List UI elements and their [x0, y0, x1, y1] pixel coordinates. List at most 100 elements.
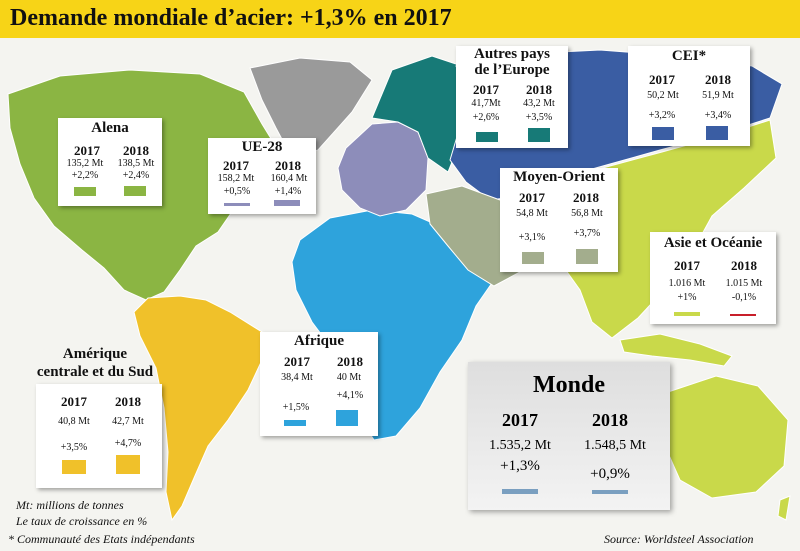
ue28-2017-value: 158,2 Mt [217, 173, 255, 184]
year-2017-label: 2017 [674, 258, 700, 273]
year-2017-label: 2017 [61, 394, 87, 409]
card-alena: Alena 2017 2018 135,2 Mt 138,5 Mt +2,2% … [58, 118, 162, 206]
monde-2017-value: 1.535,2 Mt [489, 438, 551, 453]
monde-2017-growth: +1,3% [500, 458, 540, 474]
year-2018-label: 2018 [337, 354, 363, 369]
afrique-2017-growth: +1,5% [282, 402, 310, 413]
region-title-amerique-sud-line2: centrale et du Sud [36, 364, 154, 380]
map-indonesia [619, 333, 733, 367]
card-monde: Monde 2017 2018 1.535,2 Mt 1.548,5 Mt +1… [468, 362, 670, 510]
afrique-2017-bar [284, 420, 306, 426]
year-2017-label: 2017 [74, 143, 100, 158]
year-2018-label: 2018 [731, 258, 757, 273]
monde-2018-bar [592, 490, 628, 494]
moyen-orient-2017-bar [522, 252, 544, 264]
alena-2017-value: 135,2 Mt [66, 158, 104, 169]
year-2017-label: 2017 [649, 72, 675, 87]
moyen-orient-2017-growth: +3,1% [518, 232, 546, 243]
cei-2018-growth: +3,4% [704, 110, 732, 121]
region-title-ue28: UE-28 [241, 139, 283, 155]
card-asie-oceanie: Asie et Océanie 2017 2018 1.016 Mt 1.015… [650, 232, 776, 324]
moyen-orient-2018-growth: +3,7% [573, 228, 601, 239]
card-cei: CEI* 2017 2018 50,2 Mt 51,9 Mt +3,2% +3,… [628, 46, 750, 146]
year-2018-label: 2018 [526, 82, 552, 97]
amerique-sud-2018-bar [116, 455, 140, 474]
ue28-2018-value: 160,4 Mt [270, 173, 308, 184]
year-2017-label: 2017 [519, 190, 545, 205]
afrique-2017-value: 38,4 Mt [281, 372, 313, 383]
source-credit: Source: Worldsteel Association [604, 532, 754, 546]
alena-2017-bar [74, 187, 96, 196]
moyen-orient-2018-bar [576, 249, 598, 264]
cei-2017-value: 50,2 Mt [647, 90, 679, 101]
title-bar: Demande mondiale d’acier: +1,3% en 2017 [0, 0, 800, 38]
region-title-afrique: Afrique [294, 333, 344, 349]
year-2017-label: 2017 [223, 158, 249, 173]
page-title: Demande mondiale d’acier: +1,3% en 2017 [10, 5, 452, 31]
card-afrique: Afrique 2017 2018 38,4 Mt 40 Mt +1,5% +4… [260, 332, 378, 436]
asie-oceanie-2018-value: 1.015 Mt [725, 278, 763, 289]
region-title-autres-europe-line2: de l’Europe [474, 62, 550, 78]
card-ue28: UE-28 2017 2018 158,2 Mt 160,4 Mt +0,5% … [208, 138, 316, 214]
afrique-2018-value: 40 Mt [336, 372, 362, 383]
year-2018-label: 2018 [123, 143, 149, 158]
moyen-orient-2018-value: 56,8 Mt [571, 208, 603, 219]
amerique-sud-2017-bar [62, 460, 86, 474]
cei-2018-value: 51,9 Mt [702, 90, 734, 101]
alena-2018-growth: +2,4% [122, 170, 150, 181]
footnote-units: Mt: millions de tonnes [16, 498, 124, 512]
alena-2018-bar [124, 186, 146, 196]
map-greenland [249, 57, 373, 159]
autres-europe-2018-value: 43,2 Mt [523, 98, 555, 109]
alena-2018-value: 138,5 Mt [117, 158, 155, 169]
footnote-cei: * Communauté des Etats indépendants [8, 532, 195, 546]
footnote-growth: Le taux de croissance en % [16, 514, 148, 528]
ue28-2018-growth: +1,4% [274, 186, 302, 197]
ue28-2017-growth: +0,5% [223, 186, 251, 197]
amerique-sud-2017-growth: +3,5% [60, 442, 88, 453]
region-title-asie-oceanie: Asie et Océanie [663, 235, 763, 251]
afrique-2018-bar [336, 410, 358, 426]
ue28-2017-bar [224, 203, 250, 206]
monde-2018-growth: +0,9% [590, 466, 630, 482]
map-region-amerique-sud [133, 295, 263, 522]
year-2018-label: 2018 [705, 72, 731, 87]
cei-2018-bar [706, 126, 728, 140]
autres-europe-2017-value: 41,7Mt [471, 98, 501, 109]
card-autres-europe: Autres pays de l’Europe 2017 2018 41,7Mt… [456, 46, 568, 148]
asie-oceanie-2017-value: 1.016 Mt [668, 278, 706, 289]
map-australia [661, 375, 789, 499]
amerique-sud-2018-growth: +4,7% [114, 438, 142, 449]
region-title-cei: CEI* [671, 48, 707, 64]
moyen-orient-2017-value: 54,8 Mt [516, 208, 548, 219]
year-2018-label: 2018 [275, 158, 301, 173]
cei-2017-bar [652, 127, 674, 140]
year-2018-label: 2018 [115, 394, 141, 409]
asie-oceanie-2017-bar [674, 312, 700, 316]
region-title-alena: Alena [91, 120, 129, 136]
autres-europe-2017-growth: +2,6% [472, 112, 500, 123]
map-new-zealand [777, 495, 791, 521]
year-2017-label: 2017 [502, 410, 538, 430]
amerique-sud-2018-value: 42,7 Mt [112, 416, 144, 427]
region-title-monde: Monde [533, 372, 605, 398]
asie-oceanie-2018-bar [730, 314, 756, 316]
autres-europe-2018-bar [528, 128, 550, 142]
monde-2018-value: 1.548,5 Mt [584, 438, 646, 453]
afrique-2018-growth: +4,1% [336, 390, 364, 401]
year-2018-label: 2018 [573, 190, 599, 205]
map-region-afrique [291, 209, 495, 441]
cei-2017-growth: +3,2% [648, 110, 676, 121]
asie-oceanie-2017-growth: +1% [677, 292, 697, 303]
asie-oceanie-2018-growth: -0,1% [731, 292, 757, 303]
card-moyen-orient: Moyen-Orient 2017 2018 54,8 Mt 56,8 Mt +… [500, 168, 618, 272]
card-amerique-sud: 2017 2018 40,8 Mt 42,7 Mt +3,5% +4,7% [36, 384, 162, 488]
autres-europe-2018-growth: +3,5% [525, 112, 553, 123]
year-2018-label: 2018 [592, 410, 628, 430]
region-title-moyen-orient: Moyen-Orient [513, 169, 605, 185]
alena-2017-growth: +2,2% [71, 170, 99, 181]
autres-europe-2017-bar [476, 132, 498, 142]
amerique-sud-2017-value: 40,8 Mt [58, 416, 90, 427]
year-2017-label: 2017 [284, 354, 310, 369]
